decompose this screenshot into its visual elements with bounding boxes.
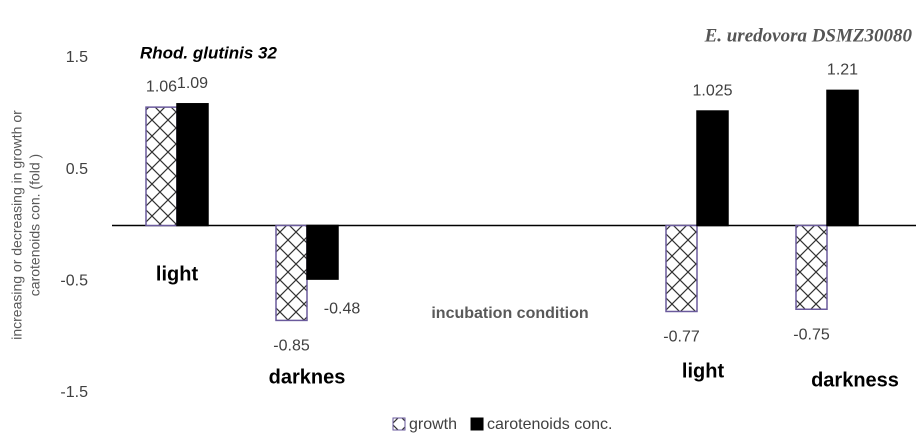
bar	[826, 89, 859, 227]
y-axis-label: increasing or decreasing in growth or	[9, 110, 25, 340]
x-tick-label: light	[156, 263, 199, 285]
x-axis-label: incubation condition	[431, 305, 588, 322]
bar	[696, 110, 729, 227]
value-label: 1.025	[692, 82, 732, 99]
legend-swatch	[470, 417, 484, 431]
bar	[795, 224, 828, 310]
y-tick-label: 0.5	[66, 161, 88, 178]
legend-swatch	[392, 417, 406, 431]
y-tick-label: -0.5	[60, 273, 88, 290]
value-label: 1.09	[177, 75, 208, 92]
bar	[176, 103, 209, 227]
bar	[306, 224, 339, 280]
bar	[145, 106, 178, 227]
annotation: E. uredovora DSMZ30080	[704, 25, 913, 46]
x-tick-label: darkness	[811, 369, 899, 391]
value-label: 1.21	[827, 62, 858, 79]
legend-label: growth	[409, 416, 457, 433]
value-label: -0.85	[273, 338, 310, 355]
y-axis-label: carotenoids con. (fold )	[27, 154, 43, 296]
bar	[665, 224, 698, 313]
value-label: -0.75	[793, 326, 830, 343]
annotation: Rhod. glutinis 32	[140, 43, 277, 62]
x-tick-label: light	[682, 360, 725, 382]
legend-label: carotenoids conc.	[487, 416, 612, 433]
y-tick-label: -1.5	[60, 384, 88, 401]
x-tick-label: darknes	[269, 366, 346, 388]
value-label: -0.48	[324, 300, 361, 317]
y-tick-label: 1.5	[66, 49, 88, 66]
value-label: 1.06	[146, 78, 177, 95]
value-label: -0.77	[663, 329, 700, 346]
bar	[275, 224, 308, 322]
